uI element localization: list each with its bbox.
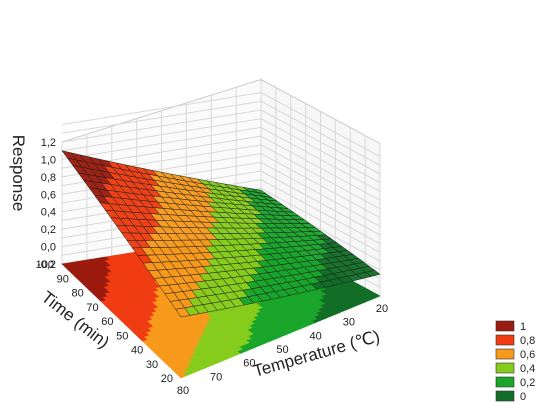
grid-line (260, 179, 381, 245)
x-tick-label: 40 (310, 330, 322, 342)
legend-label: 1 (520, 321, 526, 333)
x-tick-label: 70 (210, 371, 222, 383)
grid-line (61, 100, 262, 134)
legend-swatch (495, 390, 515, 402)
grid-line (61, 109, 262, 143)
legend-swatch (495, 376, 515, 388)
y-tick-label: 30 (146, 359, 158, 371)
legend-label: 0 (520, 391, 526, 403)
x-tick-label: 80 (177, 385, 189, 397)
grid-line (260, 92, 381, 158)
grid-line (260, 161, 381, 227)
y-tick-label: 70 (86, 302, 98, 314)
legend-label: 0,6 (520, 349, 535, 361)
z-tick-label: -0,2 (37, 259, 56, 271)
grid-line (260, 144, 381, 210)
z-tick-label: 1,2 (41, 137, 56, 149)
grid-line (61, 118, 262, 152)
grid-line (260, 126, 381, 192)
grid-line (260, 170, 381, 236)
x-tick-label: 20 (376, 303, 388, 315)
legend-swatch (495, 362, 515, 374)
legend-swatch (495, 334, 515, 346)
grid-line (260, 100, 381, 166)
x-tick-label: 60 (243, 358, 255, 370)
surface-cell (175, 307, 191, 318)
response-surface (61, 150, 381, 318)
z-tick-label: 0,2 (41, 224, 56, 236)
x-tick-label: 50 (276, 344, 288, 356)
z-tick-label: 0,6 (41, 189, 56, 201)
z-axis-title: Response (9, 135, 28, 212)
grid-line (260, 153, 381, 219)
z-tick-label: 0,0 (41, 242, 56, 254)
z-tick-label: 0,4 (41, 207, 56, 219)
y-tick-label: 60 (101, 316, 113, 328)
grid-line (61, 126, 262, 160)
axis-ticks: -0,20,00,20,40,60,81,01,2203040506070809… (36, 137, 388, 397)
z-tick-label: 1,0 (41, 154, 56, 166)
z-tick-label: 0,8 (41, 172, 56, 184)
grid-line (61, 92, 262, 126)
legend: 1 0,8 0,6 0,4 0,2 0 (495, 320, 535, 403)
legend-label: 0,4 (520, 363, 535, 375)
grid-line (260, 135, 381, 201)
y-tick-label: 20 (161, 373, 173, 385)
y-tick-label: 50 (116, 330, 128, 342)
y-tick-label: 40 (131, 345, 143, 357)
y-tick-label: 90 (57, 273, 69, 285)
legend-label: 0,2 (520, 377, 535, 389)
grid-line (260, 187, 381, 253)
legend-swatch (495, 348, 515, 360)
legend-swatch (495, 320, 515, 332)
y-tick-label: 100 (36, 259, 54, 271)
grid-line (260, 109, 381, 175)
x-tick-label: 30 (343, 317, 355, 329)
y-tick-label: 80 (72, 288, 84, 300)
legend-label: 0,8 (520, 335, 535, 347)
grid-line (260, 118, 381, 184)
